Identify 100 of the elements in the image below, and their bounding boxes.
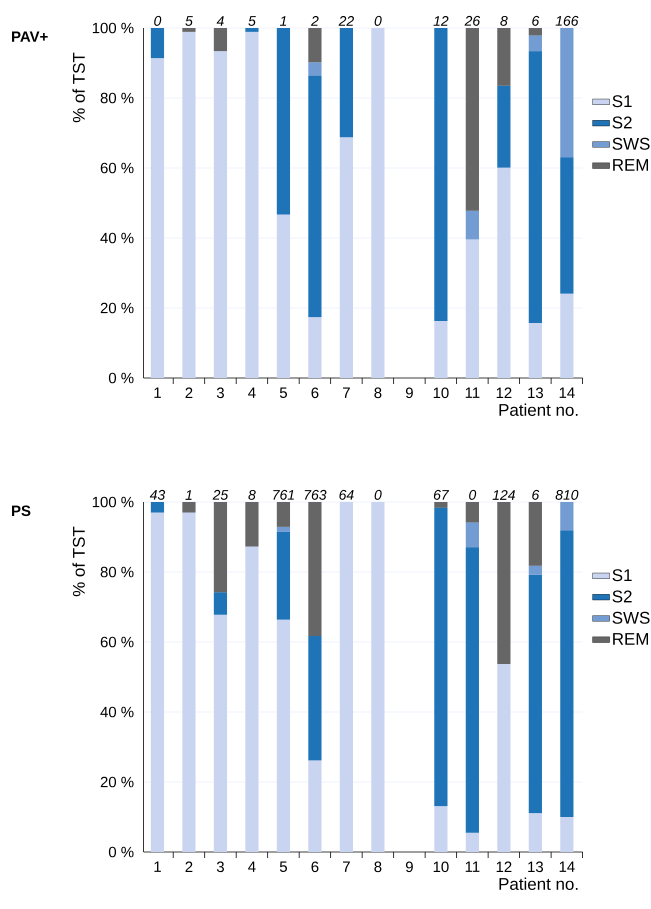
bar: [371, 502, 385, 852]
x-tick-label: 6: [312, 862, 318, 872]
bar: [245, 502, 259, 546]
y-tick-label: 100 %: [92, 496, 134, 508]
bar: [497, 28, 510, 86]
annotation: 0: [374, 490, 382, 500]
x-tick-label: 3: [216, 862, 224, 872]
bar: [182, 32, 196, 378]
legend-label: S1: [612, 95, 632, 108]
bar: [276, 620, 290, 852]
annotation: 22: [338, 16, 354, 26]
legend-label: SWS: [612, 612, 650, 624]
legend-label: REM: [613, 633, 648, 645]
bar: [340, 28, 354, 138]
bar: [466, 502, 479, 522]
bar: [497, 502, 510, 664]
bar: [528, 813, 542, 852]
bar: [560, 502, 574, 530]
bar: [466, 210, 479, 240]
bar: [308, 76, 322, 318]
bar: [245, 28, 259, 32]
annotation: 25: [212, 490, 228, 500]
bar: [308, 317, 322, 378]
annotation: 1: [185, 490, 192, 500]
bar: [528, 35, 542, 52]
bar: [434, 320, 448, 378]
annotation: 26: [464, 16, 480, 26]
text: PS: [12, 506, 30, 516]
bar: [371, 28, 385, 378]
bar: [560, 294, 574, 378]
bar: [214, 51, 228, 378]
x-tick-label: 14: [560, 388, 575, 398]
bar: [466, 522, 479, 548]
x-tick-label: 6: [312, 388, 318, 398]
annotation: 124: [492, 490, 515, 500]
x-tick-label: 4: [248, 388, 256, 398]
bar: [340, 137, 354, 378]
bar: [276, 526, 290, 532]
legend-label: S2: [612, 590, 632, 602]
x-tick-label: 7: [343, 862, 350, 872]
bar: [528, 566, 542, 575]
y-tick-label: 40 %: [100, 706, 134, 718]
bar: [150, 502, 164, 513]
annotation: 6: [532, 16, 540, 26]
x-tick-label: 1: [154, 862, 161, 872]
bar: [560, 28, 574, 158]
annotation: 64: [339, 490, 354, 500]
y-tick-label: 20 %: [100, 776, 134, 788]
bar: [308, 62, 322, 76]
bar: [528, 28, 542, 36]
annotation: 5: [248, 16, 256, 26]
x-tick-label: 3: [216, 388, 224, 398]
bar: [528, 574, 542, 814]
x-tick-label: 13: [528, 388, 544, 398]
legend-label: REM: [613, 159, 648, 171]
bar: [434, 28, 448, 321]
bar: [497, 664, 510, 852]
bar: [497, 86, 510, 168]
x-tick-label: 8: [374, 862, 382, 872]
bar: [466, 832, 479, 852]
bar: [528, 51, 542, 324]
annotation: 8: [248, 490, 256, 500]
y-tick-label: 60 %: [100, 162, 134, 174]
annotation: 761: [273, 490, 294, 500]
legend-label: S2: [612, 116, 632, 128]
bar: [560, 158, 574, 294]
bar: [466, 239, 479, 378]
annotation: 0: [154, 16, 162, 26]
annotation: 6: [532, 490, 540, 500]
bar: [276, 502, 290, 527]
annotation: 810: [556, 490, 578, 500]
bar: [497, 168, 510, 378]
y-tick-label: 80 %: [100, 92, 134, 104]
annotation: 43: [150, 490, 166, 500]
y-tick-label: 20 %: [100, 302, 134, 314]
x-tick-label: 9: [406, 862, 413, 872]
bar: [182, 512, 196, 852]
x-tick-label: 11: [466, 862, 480, 872]
x-tick-label: 7: [343, 388, 350, 398]
x-tick-label: 13: [528, 862, 544, 872]
annotation: 4: [216, 16, 224, 26]
y-tick-label: 40 %: [100, 232, 134, 244]
x-tick-label: 4: [248, 862, 256, 872]
x-tick-label: 8: [374, 388, 382, 398]
y-tick-label: 80 %: [100, 566, 134, 578]
bar: [308, 760, 322, 852]
bar: [276, 28, 290, 215]
annotation: 0: [469, 490, 476, 500]
bar: [150, 512, 164, 852]
x-axis-title: Patient no.: [499, 404, 578, 416]
bar: [245, 32, 259, 378]
bar: [560, 817, 574, 852]
annotation: 67: [434, 490, 450, 500]
legend-label: SWS: [612, 138, 650, 150]
bar: [434, 806, 448, 852]
x-tick-label: 2: [186, 862, 192, 872]
bar: [308, 502, 322, 636]
legend-label: S1: [612, 569, 632, 582]
chart-title: PAV+: [12, 32, 48, 42]
y-axis-title: % of TST: [72, 52, 85, 122]
